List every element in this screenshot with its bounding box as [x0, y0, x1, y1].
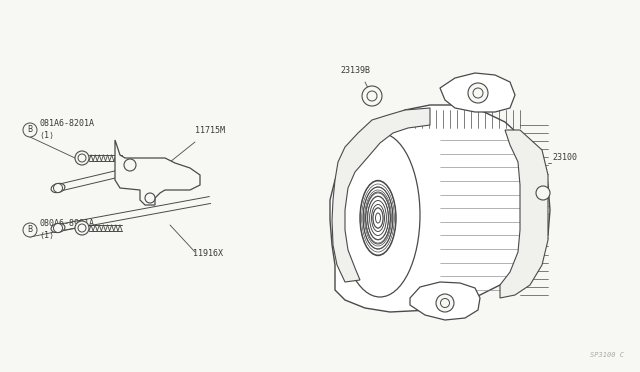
Polygon shape: [500, 130, 548, 298]
Text: SP3100 C: SP3100 C: [590, 352, 624, 358]
Text: B: B: [28, 125, 33, 135]
Circle shape: [367, 91, 377, 101]
Circle shape: [473, 88, 483, 98]
Polygon shape: [115, 140, 200, 205]
Circle shape: [54, 183, 63, 192]
Circle shape: [145, 193, 155, 203]
Ellipse shape: [51, 183, 65, 193]
Text: B: B: [28, 225, 33, 234]
Circle shape: [436, 294, 454, 312]
Circle shape: [468, 83, 488, 103]
Circle shape: [78, 224, 86, 232]
Circle shape: [23, 223, 37, 237]
Ellipse shape: [376, 213, 381, 223]
Ellipse shape: [51, 224, 65, 232]
Circle shape: [75, 151, 89, 165]
Circle shape: [54, 224, 63, 232]
Circle shape: [362, 86, 382, 106]
Text: ⟨1⟩: ⟨1⟩: [39, 231, 54, 240]
Polygon shape: [440, 73, 515, 112]
Text: 23139B: 23139B: [340, 66, 370, 75]
Circle shape: [78, 154, 86, 162]
Circle shape: [440, 298, 449, 308]
Polygon shape: [332, 108, 430, 282]
Ellipse shape: [373, 208, 383, 228]
Circle shape: [23, 123, 37, 137]
Circle shape: [124, 159, 136, 171]
Circle shape: [536, 186, 550, 200]
Text: 23100: 23100: [552, 154, 577, 163]
Ellipse shape: [340, 133, 420, 297]
Text: 080A6-8901A: 080A6-8901A: [39, 219, 94, 228]
Text: 11916X: 11916X: [193, 249, 223, 258]
Text: 11715M: 11715M: [195, 126, 225, 135]
Text: 081A6-8201A: 081A6-8201A: [39, 119, 94, 128]
Polygon shape: [410, 282, 480, 320]
Text: ⟨1⟩: ⟨1⟩: [39, 131, 54, 140]
Circle shape: [75, 221, 89, 235]
Polygon shape: [330, 105, 550, 312]
